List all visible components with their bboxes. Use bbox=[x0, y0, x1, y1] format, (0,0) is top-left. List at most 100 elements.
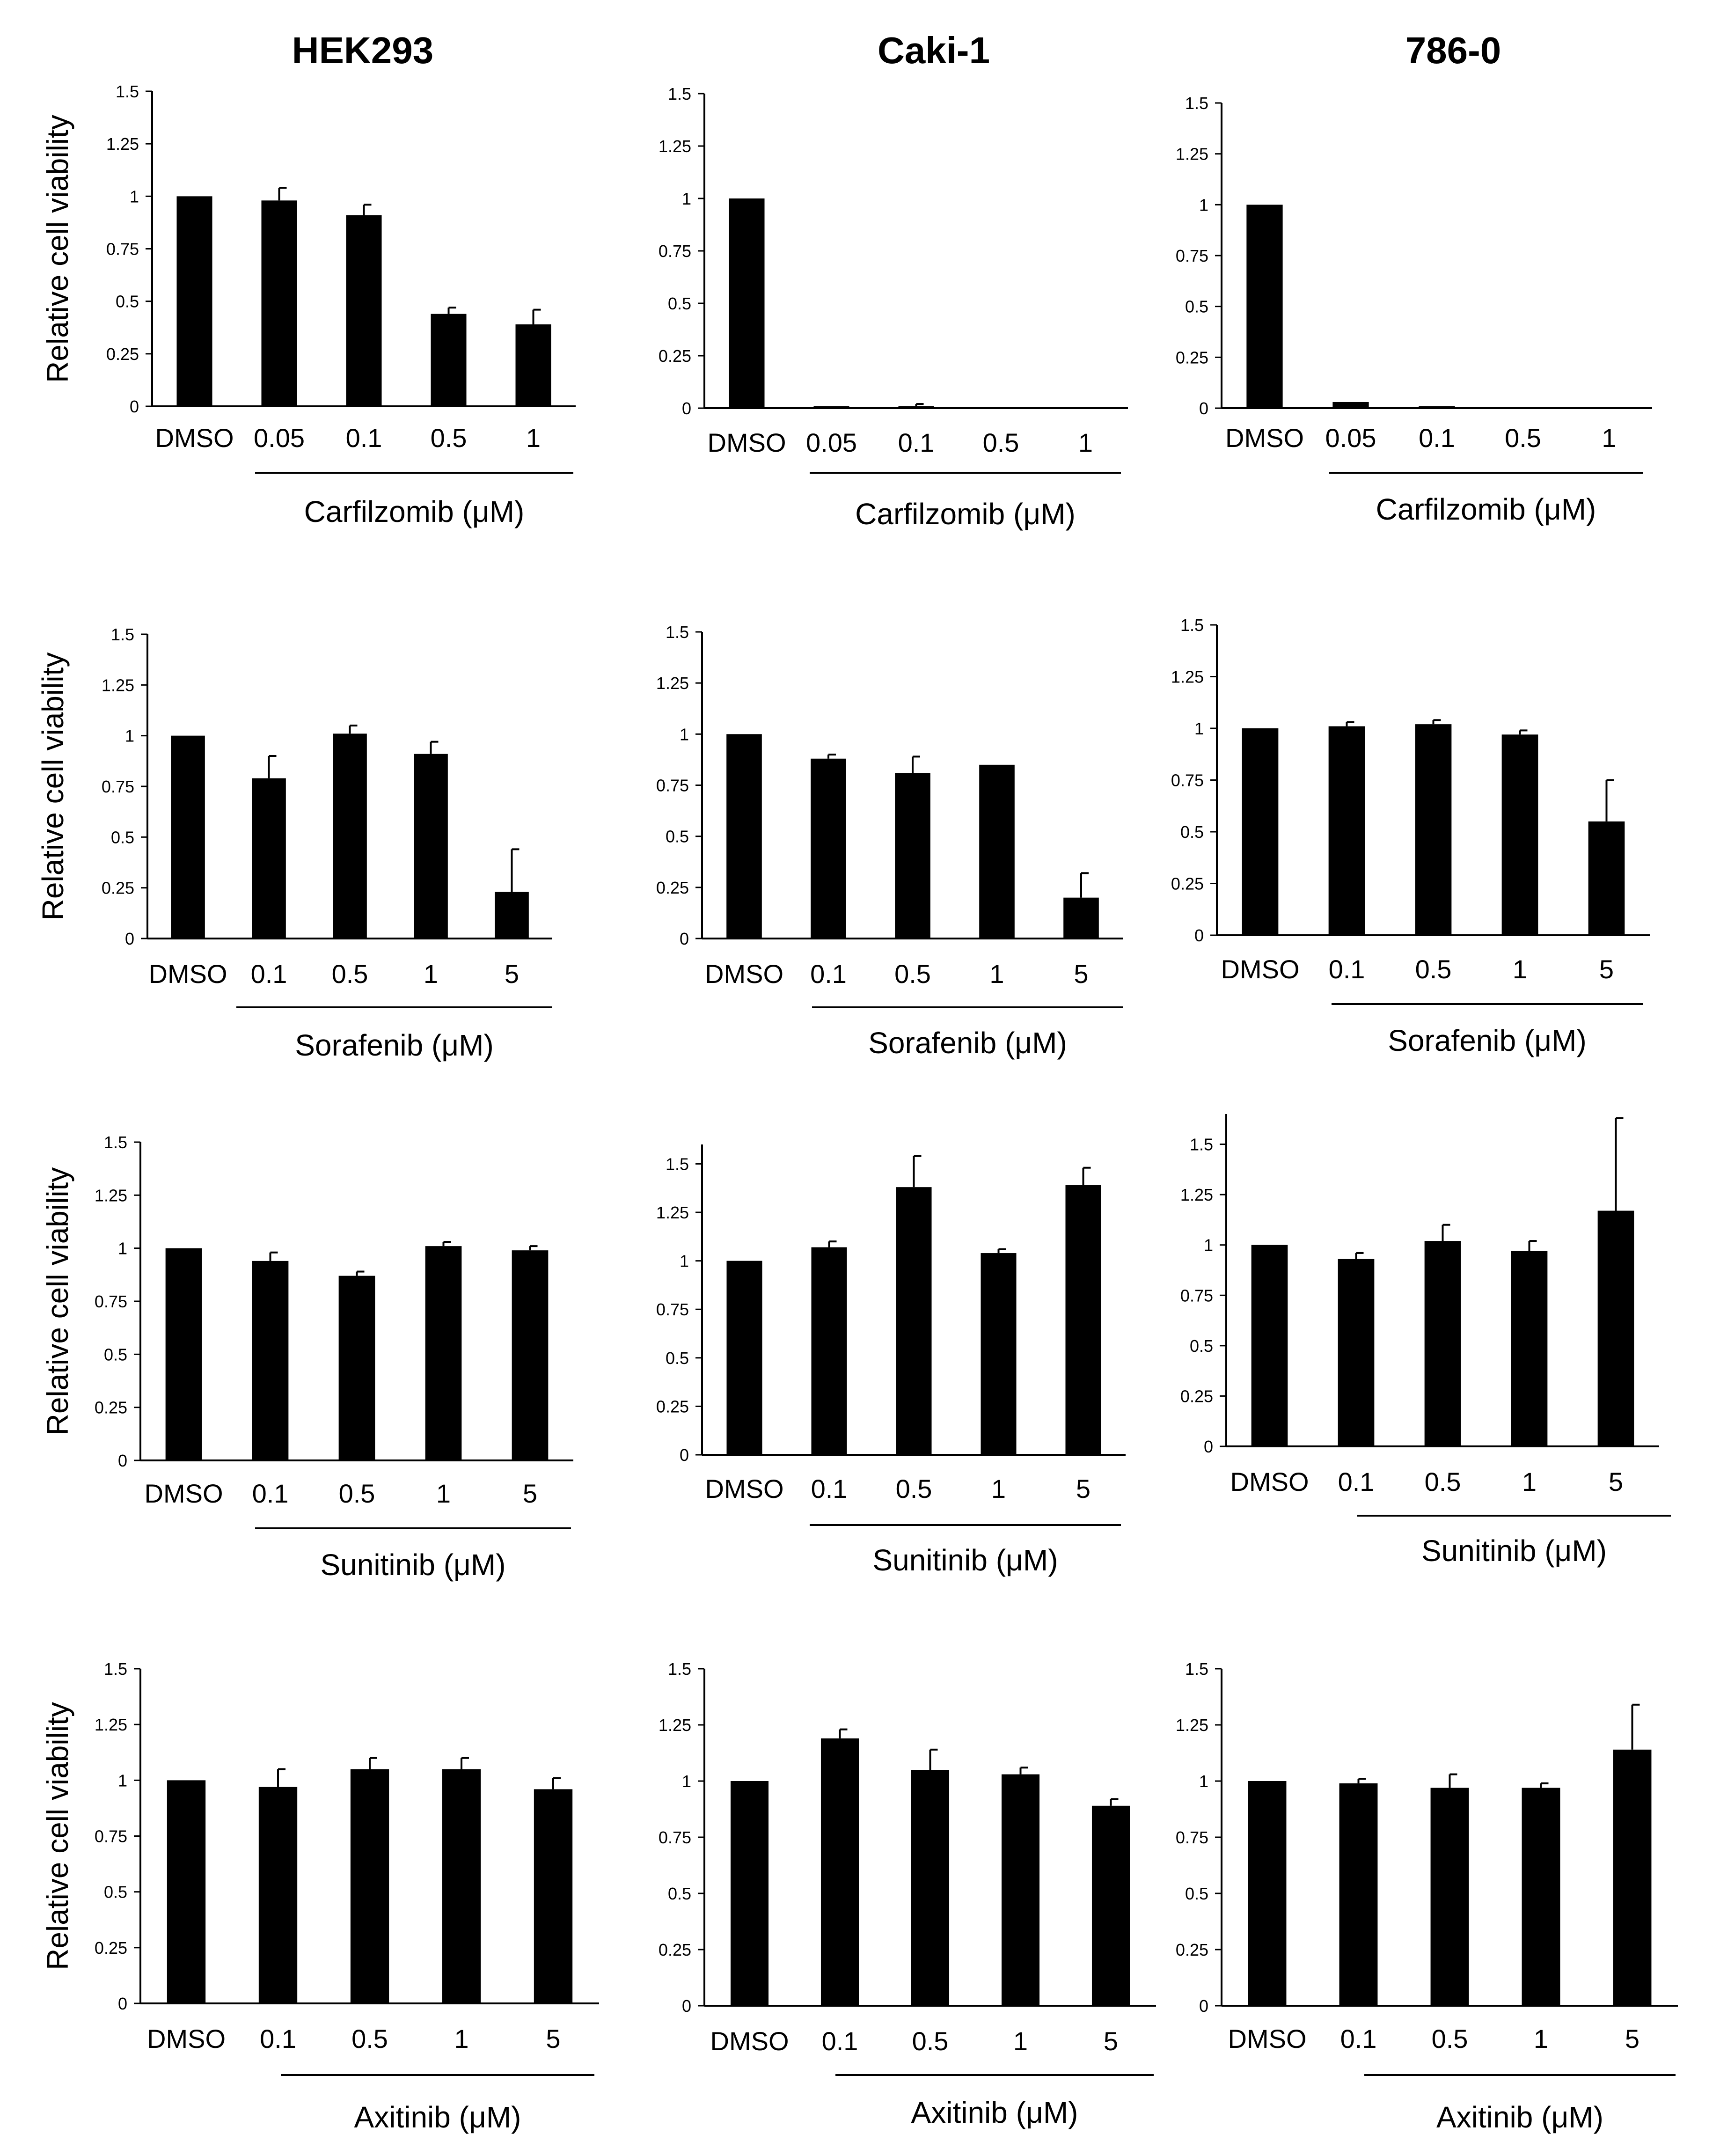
bar bbox=[729, 198, 765, 408]
y-tick-label: 1.25 bbox=[659, 1716, 691, 1735]
x-category-label: 0.5 bbox=[894, 959, 931, 989]
bar bbox=[730, 1781, 769, 2006]
y-tick-label: 0.25 bbox=[102, 879, 134, 898]
x-category-label: 1 bbox=[1602, 423, 1616, 453]
bar bbox=[1065, 1185, 1101, 1455]
y-tick-label: 1.5 bbox=[111, 625, 134, 644]
chart-panel: 0 0.25 0.5 0.75 1 1.25 1.5 DMSO 0.1 0.5 1 5 Sorafeni… bbox=[656, 623, 1123, 1060]
y-tick-label: 1.5 bbox=[668, 84, 691, 103]
x-category-label: 0.5 bbox=[339, 1479, 375, 1508]
x-category-label: 0.1 bbox=[811, 1474, 848, 1503]
bar bbox=[515, 324, 551, 406]
y-tick-label: 1.25 bbox=[106, 134, 139, 154]
bar bbox=[896, 1187, 932, 1455]
chart-panel: 0 0.25 0.5 0.75 1 1.25 1.5 DMSO 0.1 0.5 1 5 Axitinib… bbox=[659, 1659, 1156, 2129]
y-tick-label: 0 bbox=[1199, 1996, 1208, 2016]
y-tick-label: 1.5 bbox=[1190, 1135, 1213, 1154]
y-axis-label: Relative cell viability bbox=[36, 653, 70, 921]
x-axis-label: Axitinib (μM) bbox=[1436, 2100, 1603, 2134]
x-category-label: 5 bbox=[1074, 959, 1088, 989]
bar bbox=[1251, 1245, 1288, 1446]
y-tick-label: 0.5 bbox=[1185, 297, 1208, 316]
x-category-label: 5 bbox=[1104, 2026, 1118, 2056]
y-tick-label: 0.25 bbox=[1171, 874, 1204, 894]
x-category-label: DMSO bbox=[147, 2024, 226, 2053]
bar bbox=[895, 773, 930, 939]
x-category-label: 5 bbox=[1625, 2024, 1639, 2053]
x-category-label: 0.5 bbox=[431, 423, 467, 453]
chart-panel: 0 0.25 0.5 0.75 1 1.25 1.5 DMSO 0.1 0.5 1 5 Sorafeni… bbox=[1171, 616, 1650, 1057]
y-tick-label: 1 bbox=[680, 725, 689, 744]
bar bbox=[1430, 1788, 1469, 2006]
y-tick-label: 0.25 bbox=[1176, 348, 1208, 367]
bar bbox=[495, 892, 529, 939]
x-category-label: 0.5 bbox=[912, 2026, 949, 2056]
bar bbox=[1063, 897, 1099, 939]
x-category-label: DMSO bbox=[1221, 954, 1300, 984]
y-tick-label: 1 bbox=[682, 189, 691, 208]
y-tick-label: 1.25 bbox=[656, 674, 689, 693]
bar bbox=[261, 200, 297, 406]
y-tick-label: 0.75 bbox=[1171, 771, 1204, 790]
y-axis-label: Relative cell viability bbox=[41, 1702, 74, 1970]
y-tick-label: 1.25 bbox=[95, 1186, 127, 1205]
y-tick-label: 0.5 bbox=[116, 292, 139, 311]
x-category-label: DMSO bbox=[1230, 1467, 1309, 1496]
bar bbox=[252, 778, 286, 939]
x-category-label: 0.1 bbox=[1419, 423, 1455, 453]
y-tick-label: 1 bbox=[1204, 1236, 1213, 1255]
y-tick-label: 0 bbox=[680, 929, 689, 948]
y-tick-label: 0.25 bbox=[1180, 1386, 1213, 1406]
y-tick-label: 0.25 bbox=[656, 878, 689, 897]
x-category-label: 5 bbox=[1609, 1467, 1623, 1496]
bar bbox=[1246, 205, 1283, 408]
y-tick-label: 0.25 bbox=[659, 346, 691, 366]
bar bbox=[1613, 1749, 1652, 2006]
y-tick-label: 0 bbox=[118, 1451, 127, 1470]
bar bbox=[165, 1248, 202, 1460]
y-tick-label: 0.75 bbox=[95, 1827, 127, 1846]
y-tick-label: 1.5 bbox=[104, 1133, 127, 1152]
y-tick-label: 0.5 bbox=[1180, 822, 1204, 842]
x-category-label: 1 bbox=[1078, 428, 1093, 457]
x-category-label: 5 bbox=[1076, 1474, 1091, 1503]
bar bbox=[167, 1780, 206, 2003]
x-category-label: 5 bbox=[505, 959, 519, 989]
y-tick-label: 1 bbox=[125, 726, 134, 746]
bar bbox=[1424, 1241, 1461, 1446]
y-tick-label: 0.5 bbox=[111, 828, 134, 847]
y-tick-label: 1 bbox=[130, 187, 139, 206]
bar bbox=[425, 1246, 462, 1460]
bar bbox=[258, 1787, 298, 2003]
x-axis-label: Carfilzomib (μM) bbox=[304, 495, 525, 528]
y-tick-label: 0.25 bbox=[656, 1397, 689, 1416]
x-category-label: 0.05 bbox=[806, 428, 857, 457]
y-tick-label: 1 bbox=[1199, 195, 1208, 214]
x-category-label: 0.1 bbox=[898, 428, 935, 457]
y-tick-label: 1 bbox=[1194, 719, 1204, 738]
x-category-label: DMSO bbox=[705, 1474, 784, 1503]
y-tick-label: 0.5 bbox=[104, 1883, 127, 1902]
x-category-label: 0.1 bbox=[810, 959, 847, 989]
x-category-label: 0.05 bbox=[1325, 423, 1376, 453]
bar bbox=[338, 1276, 375, 1460]
y-tick-label: 1 bbox=[1199, 1772, 1208, 1791]
x-category-label: DMSO bbox=[155, 423, 234, 453]
chart-panel: 0 0.25 0.5 0.75 1 1.25 1.5 DMSO 0.1 0.5 1 5 Sorafeni… bbox=[36, 625, 552, 1062]
x-category-label: 0.1 bbox=[251, 959, 287, 989]
bar bbox=[333, 733, 367, 939]
y-tick-label: 0.5 bbox=[104, 1345, 127, 1364]
y-axis-label: Relative cell viability bbox=[41, 115, 74, 383]
bar bbox=[1511, 1251, 1548, 1446]
bar bbox=[1338, 1259, 1375, 1446]
bar bbox=[1248, 1781, 1287, 2006]
bar bbox=[820, 1738, 859, 2006]
x-category-label: 1 bbox=[1513, 954, 1527, 984]
x-category-label: 1 bbox=[454, 2024, 468, 2053]
y-tick-label: 1.25 bbox=[1176, 145, 1208, 164]
x-axis-label: Axitinib (μM) bbox=[911, 2096, 1078, 2129]
x-category-label: DMSO bbox=[708, 428, 786, 457]
y-tick-label: 0.75 bbox=[656, 1300, 689, 1319]
x-category-label: DMSO bbox=[145, 1479, 223, 1508]
